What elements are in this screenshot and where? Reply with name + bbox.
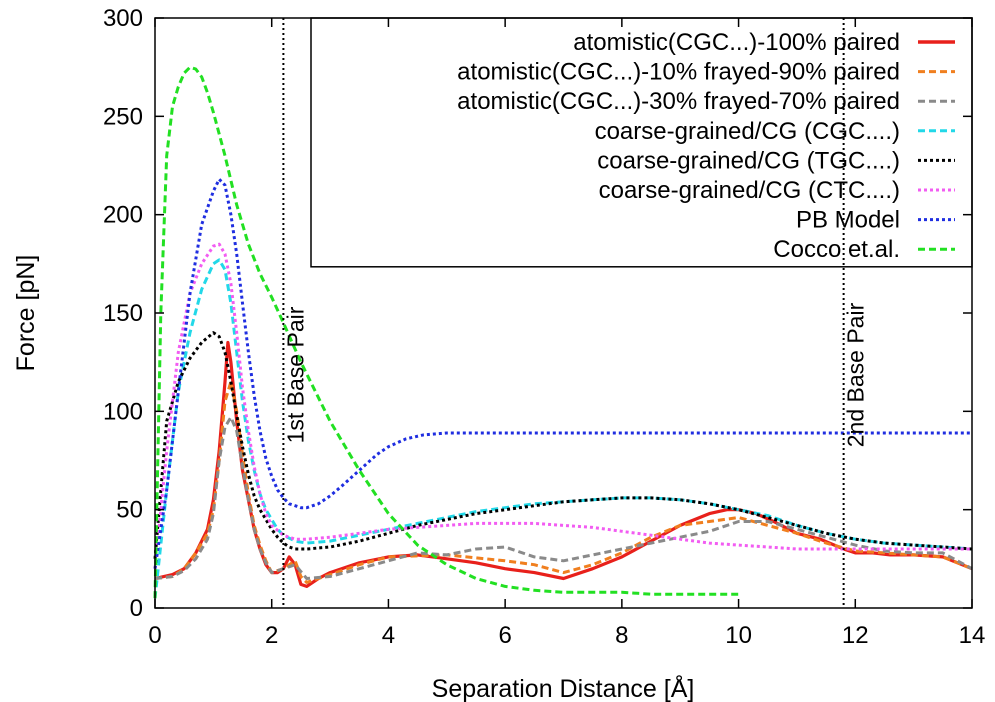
legend: atomistic(CGC...)-100% paired atomistic(C…	[310, 17, 973, 268]
x-tick-label-1: 2	[265, 622, 278, 649]
y-tick-label-0: 0	[130, 595, 143, 622]
series-layer	[153, 65, 973, 599]
y-tick-label-1: 50	[116, 497, 143, 524]
x-axis-label: Separation Distance [Å]	[432, 673, 695, 702]
series-line-4	[153, 331, 973, 559]
y-tick-label-3: 150	[103, 300, 143, 327]
legend-label-2: atomistic(CGC...)-30% frayed-70% paired	[457, 88, 900, 115]
legend-label-7: Cocco et.al.	[773, 236, 900, 263]
y-axis-label: Force [pN]	[12, 255, 40, 372]
x-tick-label-4: 8	[615, 622, 628, 649]
x-tick-label-5: 10	[725, 622, 752, 649]
series-line-7	[153, 65, 739, 599]
x-tick-label-0: 0	[148, 622, 161, 649]
legend-label-6: PB Model	[796, 207, 900, 234]
y-tick-label-4: 200	[103, 202, 143, 229]
x-tick-label-3: 6	[498, 622, 511, 649]
legend-label-0: atomistic(CGC...)-100% paired	[573, 29, 900, 56]
series-line-6	[153, 177, 972, 569]
y-tick-label-2: 100	[103, 398, 143, 425]
y-tick-label-5: 250	[103, 103, 143, 130]
base-pair-label-1: 2nd Base Pair	[843, 302, 869, 447]
series-line-3	[153, 258, 973, 599]
legend-label-3: coarse-grained/CG (CGC....)	[595, 118, 900, 145]
x-tick-label-2: 4	[382, 622, 395, 649]
legend-label-5: coarse-grained/CG (CTC....)	[599, 177, 900, 204]
series-line-2	[154, 415, 973, 580]
series-line-0	[154, 340, 973, 589]
axis-ticks: 0 2 4 6 8 10 12 14 0 50 100 150 200 250 300	[103, 5, 985, 649]
base-pair-label-0: 1st Base Pair	[282, 306, 308, 443]
x-tick-label-6: 12	[842, 622, 869, 649]
legend-box	[310, 17, 973, 268]
legend-label-4: coarse-grained/CG (TGC....)	[597, 147, 900, 174]
x-tick-label-7: 14	[959, 622, 986, 649]
legend-label-1: atomistic(CGC...)-10% frayed-90% paired	[457, 59, 900, 86]
y-tick-label-6: 300	[103, 5, 143, 32]
series-line-1	[154, 380, 973, 584]
base-pair-markers: 1st Base Pair 2nd Base Pair	[282, 18, 869, 608]
